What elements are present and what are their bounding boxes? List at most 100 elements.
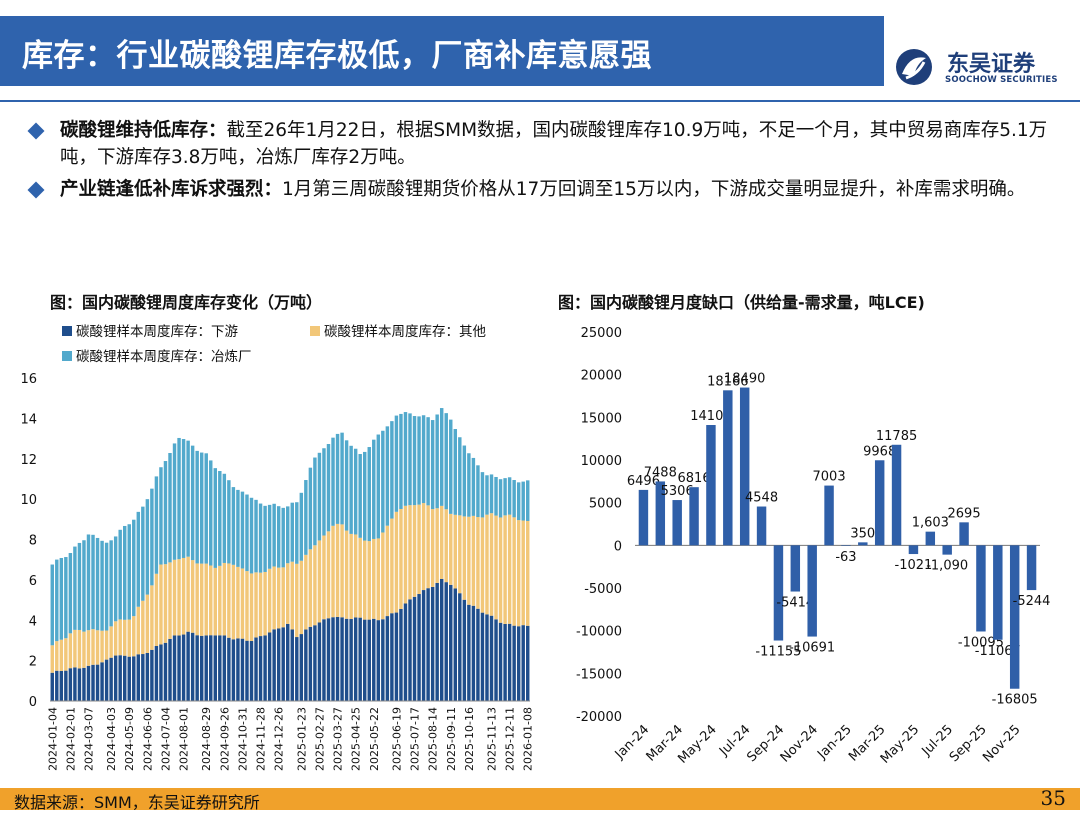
x-tick-label: 2024-07-04: [159, 707, 172, 771]
bar-other: [254, 572, 258, 638]
bar-smelter: [385, 426, 390, 526]
inventory-chart-title: 图：国内碳酸锂周度库存变化（万吨）: [50, 293, 323, 312]
bar-downstream: [503, 623, 507, 701]
bar-other: [426, 505, 430, 589]
bar-smelter: [213, 468, 218, 568]
monthly-gap-bar-chart: -20000 -15000 -10000 -5000 0 5000 10000 15000 20…: [576, 326, 1051, 767]
x-tick-label: 2025-09-11: [445, 707, 458, 771]
x-tick-label: 2025-12-11: [504, 707, 517, 771]
header-band: [0, 16, 884, 86]
data-label: -11155: [755, 645, 801, 660]
bar-downstream: [485, 614, 489, 701]
bar-other: [480, 517, 485, 613]
legend-swatch-other: [310, 326, 320, 336]
bar-other: [408, 505, 412, 600]
gap-bar: [908, 545, 919, 555]
bar-other: [168, 562, 172, 639]
bar-downstream: [381, 619, 385, 701]
bar-downstream: [372, 618, 376, 701]
logo-brand-en: SOOCHOW SECURITIES: [945, 75, 1058, 85]
bar-smelter: [403, 412, 408, 506]
bar-smelter: [494, 476, 498, 516]
bar-downstream: [340, 617, 344, 701]
bar-other: [118, 619, 122, 656]
bar-downstream: [181, 634, 186, 701]
bar-downstream: [362, 619, 367, 701]
y-tick-label: 5000: [589, 497, 622, 512]
bar-smelter: [64, 557, 68, 639]
bar-other: [403, 505, 408, 604]
bar-downstream: [122, 655, 127, 701]
y-tick-label: 20000: [581, 369, 622, 384]
bar-smelter: [462, 445, 467, 517]
bar-other: [55, 641, 59, 671]
x-tick-label: Nov-25: [980, 722, 1023, 765]
bar-other: [64, 638, 68, 671]
legend-smelter-label: 碳酸锂样本周度库存：冶炼厂: [76, 349, 252, 365]
bar-smelter: [353, 448, 358, 535]
bar-downstream: [172, 635, 177, 701]
bar-other: [218, 565, 222, 636]
x-tick-label: 2024-09-26: [218, 707, 231, 771]
bar-downstream: [132, 656, 136, 701]
bar-smelter: [412, 416, 417, 506]
bar-smelter: [349, 445, 353, 534]
bar-smelter: [73, 546, 77, 630]
bar-smelter: [195, 450, 199, 564]
bar-downstream: [331, 617, 335, 701]
legend-downstream-label: 碳酸锂样本周度库存：下游: [76, 324, 238, 340]
bar-downstream: [159, 644, 163, 701]
x-tick-label: 2025-02-27: [313, 707, 326, 771]
bar-other: [190, 560, 195, 633]
bar-other: [503, 515, 507, 624]
bar-smelter: [317, 452, 322, 541]
bar-smelter: [521, 481, 525, 521]
bar-other: [91, 629, 95, 665]
bar-smelter: [181, 439, 186, 558]
bar-smelter: [381, 430, 385, 533]
page-number: 35: [1040, 786, 1066, 810]
bar-downstream: [453, 588, 458, 701]
bar-other: [385, 525, 390, 617]
bar-downstream: [118, 655, 122, 701]
bar-downstream: [304, 629, 308, 701]
bar-downstream: [403, 603, 408, 701]
bar-other: [104, 630, 109, 660]
bar-other: [381, 532, 385, 620]
bullet-1: 碳酸锂维持低库存：截至26年1月22日，根据SMM数据，国内碳酸锂库存10.9万…: [27, 117, 1050, 171]
bar-downstream: [64, 670, 68, 701]
bar-other: [485, 514, 489, 615]
bar-smelter: [168, 453, 172, 563]
gap-chart-title: 图：国内碳酸锂月度缺口（供给量-需求量，吨LCE): [558, 293, 925, 312]
bar-smelter: [82, 540, 86, 632]
y-tick-label: 15000: [581, 411, 622, 426]
bar-other: [59, 639, 64, 671]
data-label: -11067: [975, 644, 1021, 659]
bar-downstream: [458, 593, 462, 701]
bar-other: [516, 520, 521, 627]
bar-downstream: [267, 632, 272, 701]
bar-downstream: [100, 662, 104, 701]
bar-downstream: [258, 636, 263, 701]
bar-smelter: [485, 475, 489, 515]
y-tick-label: 6: [29, 574, 37, 589]
bar-downstream: [95, 664, 100, 701]
bar-smelter: [186, 440, 190, 557]
bar-other: [467, 516, 471, 605]
bar-downstream: [109, 657, 113, 701]
bar-other: [494, 515, 498, 620]
bar-other: [322, 535, 326, 620]
bar-smelter: [471, 457, 476, 516]
bar-downstream: [390, 613, 394, 701]
legend-other: 碳酸锂样本周度库存：其他: [310, 320, 486, 340]
bar-smelter: [109, 540, 113, 627]
data-label: 350: [850, 526, 875, 541]
bar-smelter: [444, 413, 448, 510]
bar-other: [353, 534, 358, 618]
data-label: 18490: [724, 372, 765, 387]
bar-smelter: [86, 534, 91, 631]
x-tick-label: 2025-05-22: [368, 707, 381, 771]
bullet-2-text: 1月第三周碳酸锂期货价格从17万回调至15万以内，下游成交量明显提升，补库需求明…: [282, 179, 1026, 200]
gap-bar: [858, 542, 868, 546]
bar-downstream: [190, 632, 195, 701]
